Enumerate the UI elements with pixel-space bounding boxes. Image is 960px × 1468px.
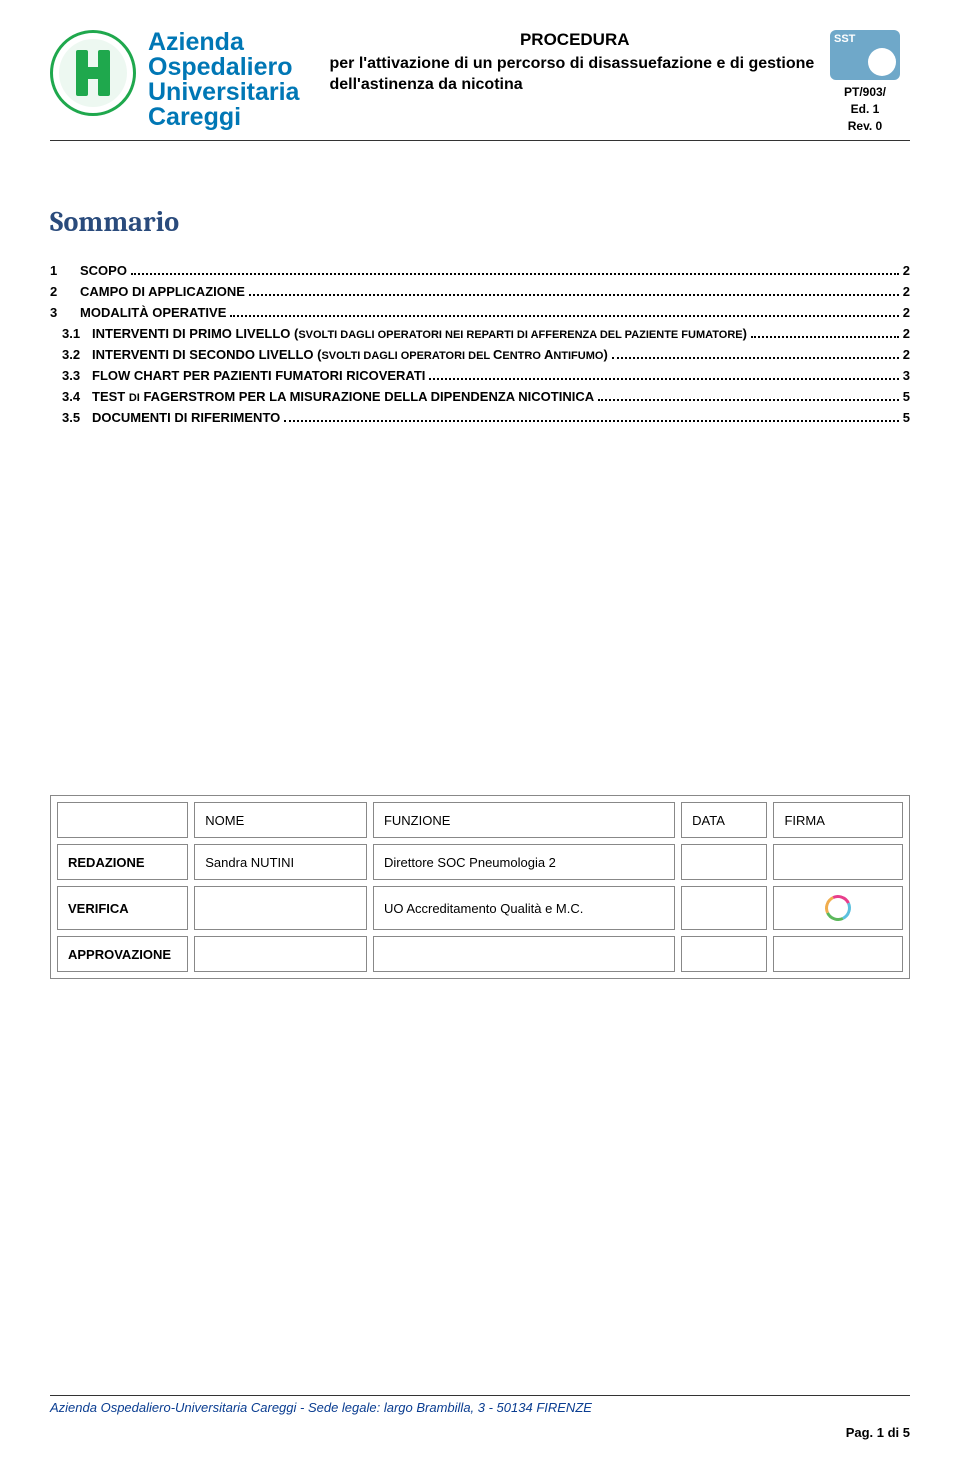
approva-date bbox=[681, 936, 767, 972]
org-line-2: Ospedaliero bbox=[148, 55, 299, 80]
redazione-date bbox=[681, 844, 767, 880]
toc-leader bbox=[598, 399, 899, 401]
doc-code-line2: Ed. 1 bbox=[820, 101, 910, 118]
approva-sign bbox=[773, 936, 903, 972]
header-center: PROCEDURA per l'attivazione di un percor… bbox=[329, 30, 820, 96]
toc-page: 3 bbox=[903, 368, 910, 383]
page-footer: Azienda Ospedaliero-Universitaria Caregg… bbox=[50, 1395, 910, 1440]
toc-leader bbox=[751, 336, 899, 338]
row-label-verifica: VERIFICA bbox=[57, 886, 188, 930]
toc-num: 3.5 bbox=[62, 410, 92, 425]
org-name: Azienda Ospedaliero Universitaria Caregg… bbox=[148, 30, 299, 130]
doc-code-line1: PT/903/ bbox=[820, 84, 910, 101]
toc-text: MODALITÀ OPERATIVE bbox=[80, 305, 226, 320]
toc-entry: 3 MODALITÀ OPERATIVE 2 bbox=[50, 305, 910, 320]
toc-entry: 3.5 DOCUMENTI DI RIFERIMENTO 5 bbox=[50, 410, 910, 425]
row-label-redazione: REDAZIONE bbox=[57, 844, 188, 880]
toc-page: 5 bbox=[903, 410, 910, 425]
page-header: Azienda Ospedaliero Universitaria Caregg… bbox=[50, 30, 910, 141]
redazione-sign bbox=[773, 844, 903, 880]
toc-leader bbox=[284, 420, 899, 422]
row-label-approvazione: APPROVAZIONE bbox=[57, 936, 188, 972]
toc-text: CAMPO DI APPLICAZIONE bbox=[80, 284, 245, 299]
header-right: PT/903/ Ed. 1 Rev. 0 bbox=[820, 30, 910, 134]
sst-logo bbox=[830, 30, 900, 80]
toc-page: 2 bbox=[903, 305, 910, 320]
verifica-date bbox=[681, 886, 767, 930]
signature-table: NOME FUNZIONE DATA FIRMA REDAZIONE Sandr… bbox=[50, 795, 910, 979]
org-line-4: Careggi bbox=[148, 105, 299, 130]
table-header-row: NOME FUNZIONE DATA FIRMA bbox=[57, 802, 903, 838]
footer-address: Azienda Ospedaliero-Universitaria Caregg… bbox=[50, 1395, 910, 1415]
toc-num: 2 bbox=[50, 284, 80, 299]
toc-entry: 2 CAMPO DI APPLICAZIONE 2 bbox=[50, 284, 910, 299]
toc-num: 1 bbox=[50, 263, 80, 278]
redazione-name: Sandra NUTINI bbox=[194, 844, 367, 880]
toc-text: FLOW CHART PER PAZIENTI FUMATORI RICOVER… bbox=[92, 368, 425, 383]
toc-text: SCOPO bbox=[80, 263, 127, 278]
doc-code-line3: Rev. 0 bbox=[820, 118, 910, 135]
sommario-heading: Sommario bbox=[50, 206, 910, 238]
org-line-3: Universitaria bbox=[148, 80, 299, 105]
toc-entry: 3.2 INTERVENTI DI SECONDO LIVELLO (SVOLT… bbox=[50, 347, 910, 362]
toc-page: 2 bbox=[903, 347, 910, 362]
toc-num: 3.3 bbox=[62, 368, 92, 383]
toc-page: 2 bbox=[903, 326, 910, 341]
org-line-1: Azienda bbox=[148, 30, 299, 55]
quality-mark-icon bbox=[825, 895, 851, 921]
verifica-name bbox=[194, 886, 367, 930]
verifica-func: UO Accreditamento Qualità e M.C. bbox=[373, 886, 675, 930]
toc-entry: 3.4 TEST DI FAGERSTROM PER LA MISURAZION… bbox=[50, 389, 910, 404]
toc-text: INTERVENTI DI PRIMO LIVELLO (SVOLTI DAGL… bbox=[92, 326, 747, 341]
table-row: APPROVAZIONE bbox=[57, 936, 903, 972]
approva-func bbox=[373, 936, 675, 972]
table-row: REDAZIONE Sandra NUTINI Direttore SOC Pn… bbox=[57, 844, 903, 880]
approva-name bbox=[194, 936, 367, 972]
toc-leader bbox=[612, 357, 899, 359]
toc-num: 3.1 bbox=[62, 326, 92, 341]
header-function: FUNZIONE bbox=[373, 802, 675, 838]
toc-leader bbox=[249, 294, 899, 296]
toc-entry: 3.3 FLOW CHART PER PAZIENTI FUMATORI RIC… bbox=[50, 368, 910, 383]
toc-leader bbox=[429, 378, 898, 380]
toc-text: TEST DI FAGERSTROM PER LA MISURAZIONE DE… bbox=[92, 389, 594, 404]
aouc-logo bbox=[50, 30, 140, 120]
header-date: DATA bbox=[681, 802, 767, 838]
footer-page-number: Pag. 1 di 5 bbox=[50, 1425, 910, 1440]
procedure-title: PROCEDURA bbox=[329, 30, 820, 50]
toc-page: 2 bbox=[903, 263, 910, 278]
toc-page: 2 bbox=[903, 284, 910, 299]
redazione-func: Direttore SOC Pneumologia 2 bbox=[373, 844, 675, 880]
toc-leader bbox=[230, 315, 898, 317]
table-of-contents: 1 SCOPO 2 2 CAMPO DI APPLICAZIONE 2 3 MO… bbox=[50, 263, 910, 425]
toc-num: 3 bbox=[50, 305, 80, 320]
toc-entry: 3.1 INTERVENTI DI PRIMO LIVELLO (SVOLTI … bbox=[50, 326, 910, 341]
toc-entry: 1 SCOPO 2 bbox=[50, 263, 910, 278]
verifica-sign bbox=[773, 886, 903, 930]
table-row: VERIFICA UO Accreditamento Qualità e M.C… bbox=[57, 886, 903, 930]
toc-num: 3.2 bbox=[62, 347, 92, 362]
toc-text: INTERVENTI DI SECONDO LIVELLO (SVOLTI DA… bbox=[92, 347, 608, 362]
header-signature: FIRMA bbox=[773, 802, 903, 838]
header-name: NOME bbox=[194, 802, 367, 838]
header-empty bbox=[57, 802, 188, 838]
procedure-subtitle: per l'attivazione di un percorso di disa… bbox=[329, 54, 820, 96]
toc-text: DOCUMENTI DI RIFERIMENTO bbox=[92, 410, 280, 425]
toc-num: 3.4 bbox=[62, 389, 92, 404]
toc-page: 5 bbox=[903, 389, 910, 404]
toc-leader bbox=[131, 273, 899, 275]
